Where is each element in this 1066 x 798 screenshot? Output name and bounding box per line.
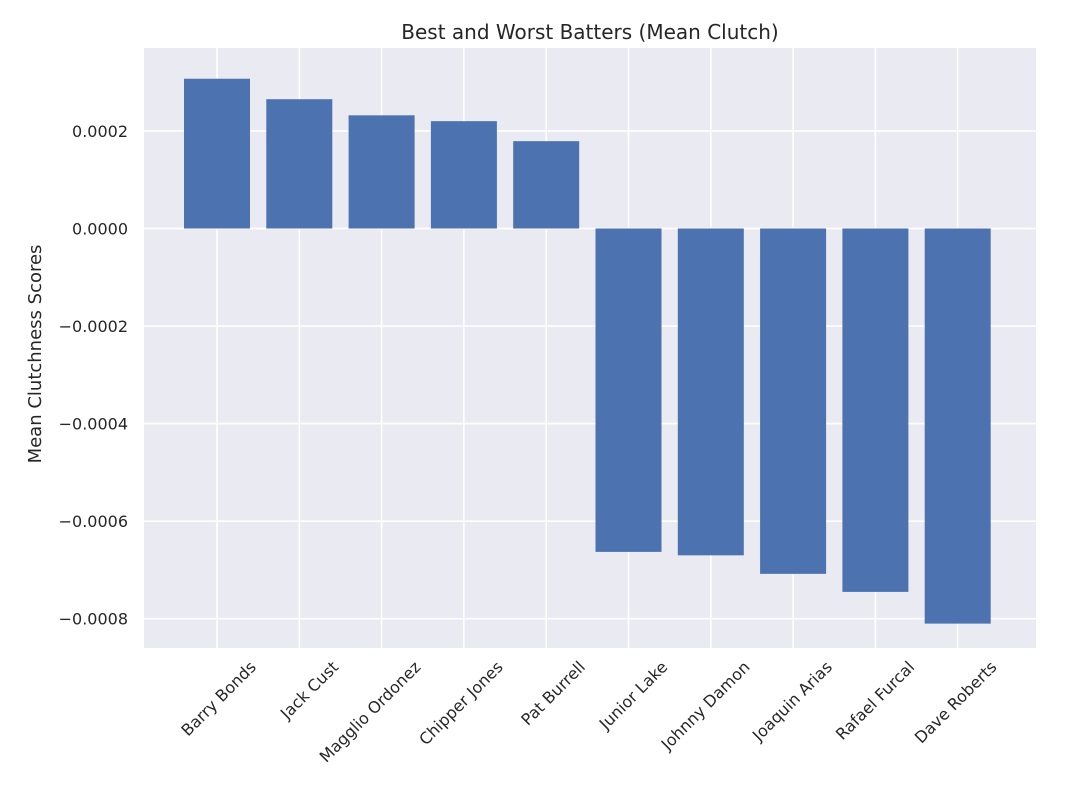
y-tick-label: 0.0002 <box>72 122 128 141</box>
x-tick-label: Joaquin Arias <box>748 657 836 745</box>
x-tick-label: Jack Cust <box>276 657 342 723</box>
bar-magglio-ordonez <box>348 115 415 229</box>
bar-pat-burrell <box>513 141 580 229</box>
y-tick-label: −0.0002 <box>59 317 128 336</box>
chart-title: Best and Worst Batters (Mean Clutch) <box>401 20 778 44</box>
bar-johnny-damon <box>677 228 744 556</box>
bar-barry-bonds <box>184 78 250 229</box>
bar-jack-cust <box>266 99 333 229</box>
y-axis-label: Mean Clutchness Scores <box>25 245 46 464</box>
x-tick-label: Rafael Furcal <box>832 657 918 743</box>
y-tick-label: −0.0004 <box>59 415 128 434</box>
x-tick-label: Dave Roberts <box>911 657 1001 747</box>
y-tick-label: −0.0008 <box>59 610 128 629</box>
bars <box>184 78 991 624</box>
x-tick-label: Johnny Damon <box>657 657 754 754</box>
bar-junior-lake <box>595 228 662 552</box>
x-tick-label: Pat Burrell <box>517 657 589 729</box>
bar-rafael-furcal <box>842 228 909 592</box>
x-tick-label: Junior Lake <box>595 657 671 733</box>
bar-dave-roberts <box>924 228 991 624</box>
bar-chipper-jones <box>430 121 497 229</box>
x-tick-label: Chipper Jones <box>415 657 507 749</box>
bar-joaquin-arias <box>760 228 827 574</box>
x-tick-label: Barry Bonds <box>177 657 259 739</box>
y-tick-labels: 0.0002 0.0000 −0.0002 −0.0004 −0.0006 −0.0008 <box>59 122 128 629</box>
y-tick-label: −0.0006 <box>59 512 128 531</box>
y-tick-label: 0.0000 <box>72 219 128 238</box>
